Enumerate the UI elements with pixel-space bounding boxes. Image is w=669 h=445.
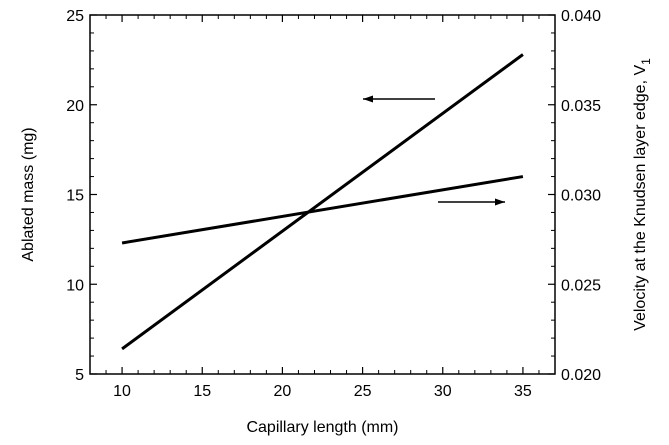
x-tick-label: 10 xyxy=(113,383,131,400)
plot-frame xyxy=(89,14,556,375)
x-tick-label: 15 xyxy=(193,383,211,400)
left-y-axis-title: Ablated mass (mg) xyxy=(20,127,37,261)
y2-tick-label: 0.025 xyxy=(561,277,601,294)
right-y-axis-title: Velocity at the Knudsen layer edge, V1 xyxy=(632,58,653,331)
series-line-left-axis xyxy=(121,53,524,351)
series-line-right-axis xyxy=(121,175,524,245)
y2-tick-label: 0.040 xyxy=(561,8,601,25)
arrow-left-head xyxy=(363,95,373,103)
y-tick-label: 20 xyxy=(66,98,84,115)
series-lines xyxy=(121,53,524,351)
y2-tick-label: 0.035 xyxy=(561,98,601,115)
x-axis-title: Capillary length (mm) xyxy=(246,419,398,436)
annotation-arrows xyxy=(363,95,505,206)
y2-tick-label: 0.030 xyxy=(561,188,601,205)
tick-labels: 10 15 20 25 30 35 5 10 15 20 25 0.020 0.025 0.030 0.03… xyxy=(66,8,601,400)
y-tick-label: 5 xyxy=(75,367,84,384)
x-tick-label: 35 xyxy=(514,383,532,400)
y2-tick-label: 0.020 xyxy=(561,367,601,384)
x-tick-label: 30 xyxy=(434,383,452,400)
x-tick-label: 25 xyxy=(354,383,372,400)
right-y-axis-title-main: Velocity at the Knudsen layer edge, V xyxy=(632,65,649,331)
y-tick-label: 15 xyxy=(66,188,84,205)
x-tick-label: 20 xyxy=(274,383,292,400)
arrow-right-head xyxy=(495,198,505,206)
y-tick-label: 25 xyxy=(66,8,84,25)
y-tick-label: 10 xyxy=(66,277,84,294)
right-y-axis-title-subscript: 1 xyxy=(639,58,653,65)
